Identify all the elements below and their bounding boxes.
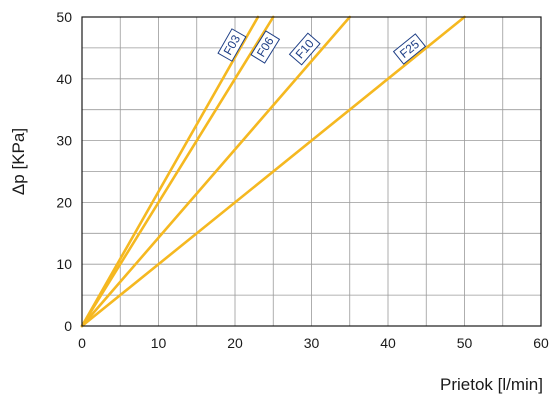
y-tick-label: 20 [56, 194, 72, 210]
series-line-f25 [80, 15, 466, 328]
plot-frame [81, 16, 542, 327]
series-tag-f25: F25 [392, 33, 427, 65]
y-tick-label: 10 [56, 256, 72, 272]
series-lines [80, 15, 466, 328]
series-tag-box [250, 30, 281, 64]
series-tag-f03: F03 [217, 28, 247, 62]
series-tag-f10: F10 [288, 32, 321, 66]
x-tick-label: 50 [457, 335, 473, 351]
grid [82, 17, 541, 326]
series-tag-box [217, 28, 247, 62]
series-line-f10 [80, 15, 352, 328]
y-tick-labels: 0 10 20 30 40 50 [56, 9, 72, 334]
x-axis-label: Prietok [l/min] [440, 375, 543, 394]
x-tick-label: 30 [304, 335, 320, 351]
y-tick-label: 50 [56, 9, 72, 25]
x-tick-label: 40 [380, 335, 396, 351]
x-tick-label: 0 [78, 335, 86, 351]
y-axis-label: Δp [KPa] [9, 128, 28, 195]
y-tick-label: 40 [56, 71, 72, 87]
y-tick-label: 0 [64, 318, 72, 334]
x-tick-label: 60 [533, 335, 549, 351]
series-tag-box [392, 33, 427, 65]
series-tag-box [288, 32, 321, 66]
x-tick-labels: 0 10 20 30 40 50 60 [78, 335, 549, 351]
x-tick-label: 20 [227, 335, 243, 351]
y-tick-label: 30 [56, 133, 72, 149]
series-line-f06 [80, 15, 275, 328]
series-tag-f06: F06 [250, 30, 281, 64]
x-tick-label: 10 [151, 335, 167, 351]
series-tags: F03 F06 F10 F25 [217, 28, 427, 66]
series-line-f03 [80, 15, 260, 328]
